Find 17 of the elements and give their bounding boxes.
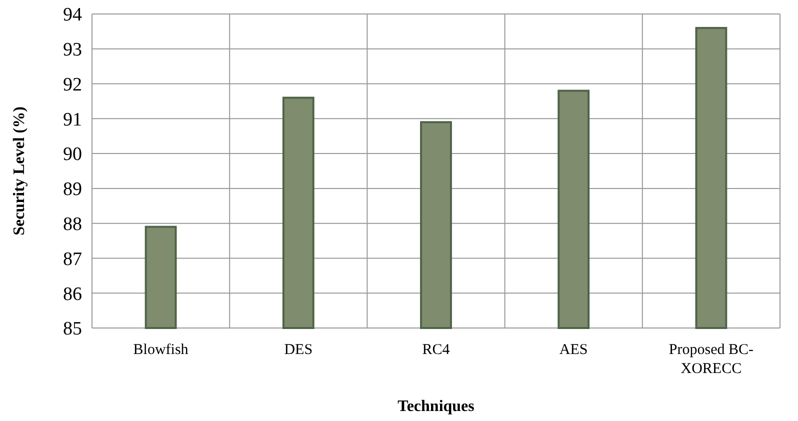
x-tick-label: DES bbox=[284, 342, 313, 358]
x-axis-title: Techniques bbox=[398, 398, 474, 415]
y-tick-label: 87 bbox=[63, 248, 82, 270]
y-tick-label: 88 bbox=[63, 214, 82, 235]
y-tick-label: 92 bbox=[63, 74, 82, 96]
x-tick-label: Blowfish bbox=[133, 342, 189, 358]
y-tick-label: 93 bbox=[63, 40, 82, 61]
y-tick-label: 86 bbox=[63, 284, 82, 305]
y-axis-title: Security Level (%) bbox=[11, 106, 28, 236]
y-tick-label: 85 bbox=[63, 318, 82, 340]
y-tick-label: 94 bbox=[63, 4, 82, 26]
y-tick-label: 89 bbox=[63, 179, 82, 200]
y-tick-label: 90 bbox=[63, 144, 82, 166]
x-tick-label: RC4 bbox=[422, 342, 450, 358]
x-tick-label: AES bbox=[559, 342, 588, 358]
x-tick-label: Proposed BC-XORECC bbox=[668, 342, 754, 377]
y-tick-label: 91 bbox=[63, 109, 82, 130]
